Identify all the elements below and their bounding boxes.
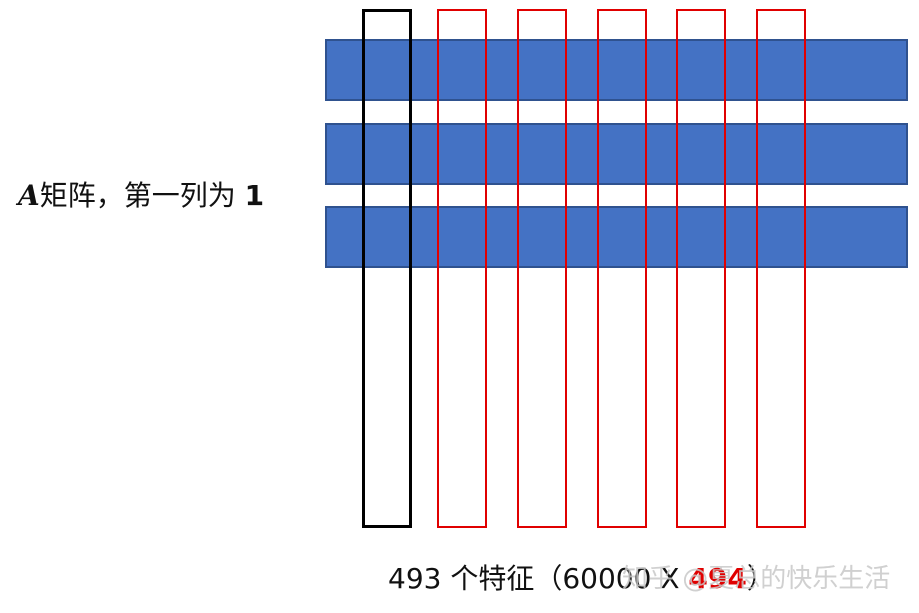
matrix-row-3 — [325, 206, 908, 268]
caption-highlight-number: 494 — [688, 562, 747, 595]
feature-column-box-2 — [517, 9, 567, 528]
caption-suffix: ） — [746, 562, 775, 595]
zhihu-watermark: 知乎 @夏总的快乐生活 — [622, 564, 891, 594]
matrix-row-1 — [325, 39, 908, 101]
feature-count-caption: 493 个特征（60000 X 494） — [388, 562, 775, 596]
matrix-label-number: 1 — [244, 179, 265, 212]
matrix-variable: A — [18, 179, 40, 212]
feature-column-box-4 — [676, 9, 726, 528]
feature-column-box-1 — [437, 9, 487, 528]
caption-prefix: 493 个特征（60000 X — [388, 562, 689, 595]
feature-column-box-3 — [597, 9, 647, 528]
matrix-a-label: A矩阵，第一列为 1 — [18, 176, 264, 216]
matrix-row-2 — [325, 123, 908, 185]
intercept-column-box — [362, 9, 412, 528]
matrix-label-text: 矩阵，第一列为 — [39, 179, 245, 212]
feature-column-box-5 — [756, 9, 806, 528]
